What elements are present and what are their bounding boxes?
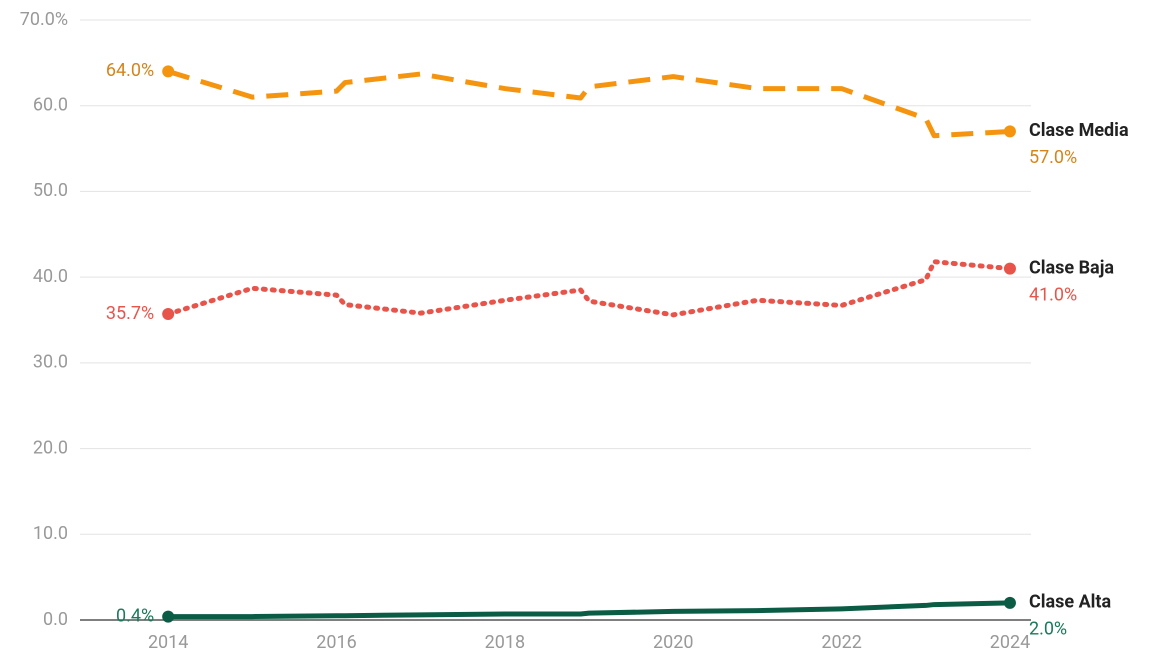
y-tick-label: 50.0 [33, 180, 68, 201]
value-label: 0.4% [116, 605, 154, 626]
point [162, 308, 175, 320]
series-name: Clase Baja [1029, 257, 1114, 278]
x-tick-label: 2024 [990, 632, 1030, 653]
y-tick-label: 20.0 [33, 437, 68, 458]
point [162, 610, 175, 623]
value-label: 64.0% [106, 60, 154, 81]
x-tick-label: 2020 [653, 632, 693, 653]
y-tick-label: 0.0 [43, 609, 68, 630]
value-label: 57.0% [1029, 147, 1077, 168]
x-tick-label: 2014 [148, 632, 188, 653]
point [162, 65, 175, 78]
x-tick-label: 2018 [485, 632, 525, 653]
value-label: 2.0% [1029, 619, 1067, 640]
series-name: Clase Media [1029, 120, 1129, 141]
series-line [167, 69, 1011, 139]
value-label: 35.7% [106, 303, 154, 324]
y-tick-label: 30.0 [33, 352, 68, 373]
point [1003, 596, 1016, 609]
series-name: Clase Alta [1029, 592, 1112, 613]
y-tick-label: 60.0 [33, 94, 68, 115]
point [1003, 125, 1016, 138]
y-tick-label: 10.0 [33, 523, 68, 544]
series-line [168, 600, 1011, 620]
x-tick-label: 2016 [316, 632, 356, 653]
point [1003, 262, 1016, 275]
y-tick-label: 70.0% [20, 9, 68, 30]
series-line [165, 259, 1013, 318]
x-tick-label: 2022 [821, 632, 861, 653]
value-label: 41.0% [1029, 284, 1077, 305]
y-tick-label: 40.0 [33, 266, 68, 287]
